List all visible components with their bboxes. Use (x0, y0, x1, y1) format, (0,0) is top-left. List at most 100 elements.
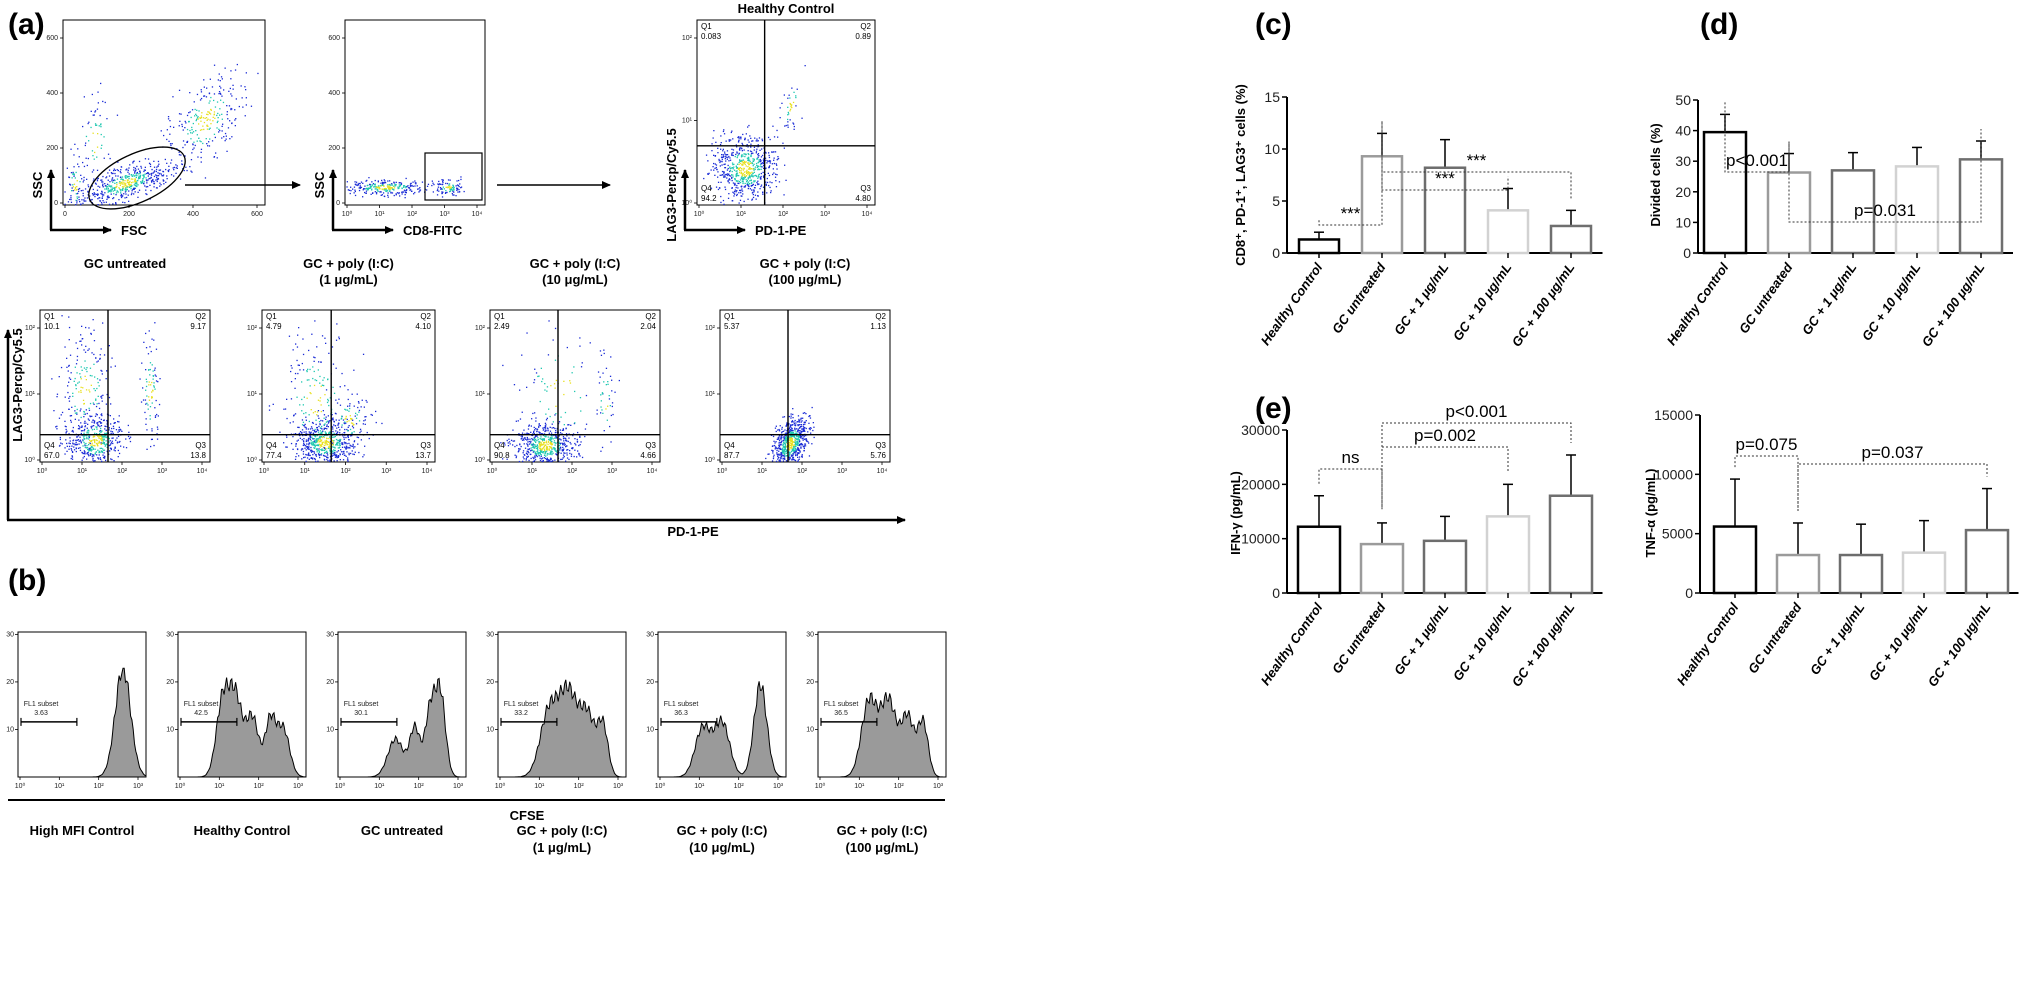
event-dot (91, 171, 94, 173)
event-dot (548, 448, 550, 450)
event-dot (335, 454, 338, 456)
event-dot (334, 435, 336, 438)
x-tick-label: 10² (117, 468, 128, 475)
event-dot (190, 159, 193, 161)
event-dot (111, 427, 113, 430)
event-dot (100, 451, 103, 453)
event-dot (533, 431, 535, 434)
event-dot (119, 184, 121, 186)
event-dot (79, 410, 81, 412)
event-dot (785, 452, 788, 454)
event-dot (150, 180, 153, 182)
event-dot (758, 160, 761, 162)
event-dot (329, 437, 331, 440)
event-dot (99, 421, 101, 423)
event-dot (605, 367, 608, 369)
event-dot (373, 183, 375, 186)
event-dot (393, 185, 395, 187)
event-dot (235, 118, 237, 120)
event-dot (739, 147, 741, 149)
event-dot (160, 173, 162, 175)
event-dot (309, 450, 312, 452)
event-dot (102, 100, 104, 103)
event-dot (80, 391, 82, 393)
event-dot (114, 179, 116, 182)
y-tick-label: 20 (6, 679, 14, 686)
event-dot (157, 175, 160, 177)
event-dot (168, 165, 170, 167)
event-dot (99, 357, 101, 360)
event-dot (149, 177, 151, 180)
event-dot (543, 434, 545, 437)
event-dot (285, 446, 287, 448)
event-dot (103, 354, 106, 356)
event-dot (449, 187, 451, 189)
event-dot (757, 183, 759, 186)
event-dot (519, 389, 521, 391)
quadrant-value-q3: 13.8 (190, 451, 206, 460)
event-dot (561, 429, 564, 431)
event-dot (306, 446, 308, 448)
event-dot (298, 455, 300, 457)
event-dot (66, 366, 68, 368)
event-dot (747, 158, 749, 160)
event-dot (547, 428, 549, 430)
event-dot (303, 442, 305, 445)
event-dot (345, 442, 347, 444)
event-dot (313, 441, 315, 443)
event-dot (793, 447, 795, 449)
event-dot (71, 430, 73, 432)
event-dot (747, 172, 750, 174)
event-dot (533, 457, 535, 460)
quadrant-value-q2: 1.13 (870, 322, 886, 331)
event-dot (601, 392, 604, 394)
event-dot (97, 449, 99, 451)
event-dot (396, 192, 399, 194)
event-dot (338, 455, 340, 457)
event-dot (783, 194, 785, 196)
event-dot (410, 189, 412, 191)
event-dot (804, 421, 806, 423)
event-dot (772, 435, 775, 438)
event-dot (322, 430, 324, 432)
event-dot (362, 196, 364, 198)
event-dot (94, 440, 96, 443)
event-dot (138, 176, 140, 179)
event-dot (579, 455, 581, 457)
quadrant-name-q4: Q4 (701, 184, 712, 193)
event-dot (132, 181, 134, 183)
event-dot (99, 430, 101, 432)
event-dot (94, 415, 97, 417)
event-dot (551, 448, 553, 450)
event-dot (536, 430, 538, 433)
event-dot (166, 175, 168, 177)
event-dot (101, 144, 103, 146)
event-dot (777, 156, 779, 158)
event-dot (546, 454, 548, 456)
event-dot (346, 421, 348, 423)
event-dot (747, 150, 749, 152)
event-dot (355, 184, 357, 186)
event-dot (804, 423, 806, 425)
event-dot (544, 428, 547, 430)
event-dot (409, 187, 411, 189)
event-dot (347, 430, 349, 432)
event-dot (100, 414, 102, 416)
event-dot (737, 141, 740, 143)
event-dot (134, 175, 136, 177)
event-dot (791, 442, 793, 444)
event-dot (156, 175, 158, 177)
event-dot (336, 451, 338, 453)
event-dot (326, 441, 328, 443)
event-dot (393, 187, 396, 189)
event-dot (146, 429, 148, 431)
event-dot (84, 443, 86, 445)
event-dot (185, 166, 187, 168)
event-dot (224, 132, 227, 135)
event-dot (156, 413, 158, 416)
event-dot (600, 412, 602, 414)
event-dot (308, 420, 310, 423)
event-dot (544, 453, 546, 455)
event-dot (795, 443, 797, 445)
event-dot (746, 171, 749, 173)
